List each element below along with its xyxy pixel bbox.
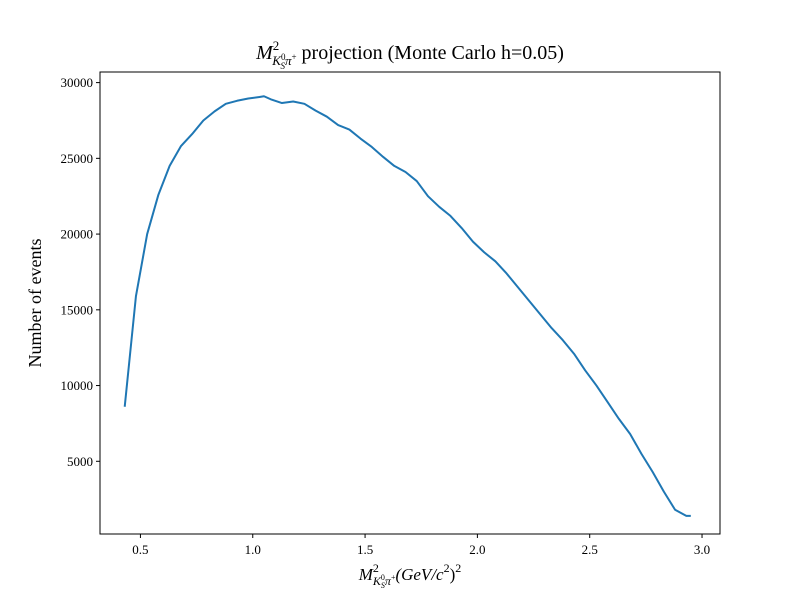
plot-frame	[99, 71, 721, 535]
x-tick-label: 3.0	[694, 542, 710, 557]
title-suffix: projection (Monte Carlo h=0.05)	[297, 42, 564, 64]
xlabel-symbol-sub-sup: 0	[381, 573, 385, 582]
y-tick-label: 10000	[61, 378, 94, 393]
xlabel-symbol-sub-tail: π	[385, 574, 392, 588]
x-tick-label: 2.0	[469, 542, 485, 557]
x-tick-label: 1.5	[357, 542, 373, 557]
series-line	[123, 95, 691, 517]
xlabel-symbol-sub: K	[372, 574, 382, 588]
x-axis-label: M2 K0 Sπ+(GeV/c2)2	[358, 561, 462, 590]
xlabel-symbol-sub-sub: S	[381, 581, 385, 590]
title-symbol-sub-tail-sup: +	[291, 52, 296, 62]
xlabel-units-close: )	[450, 565, 456, 584]
y-tick-label: 15000	[61, 302, 94, 317]
y-tick-label: 25000	[61, 151, 94, 166]
xlabel-symbol: M	[358, 565, 374, 584]
title-symbol-sub-tail: π	[285, 53, 292, 68]
y-tick-label: 20000	[61, 227, 94, 242]
title-symbol-sub: K	[271, 53, 282, 68]
xlabel-units-sup: 2	[444, 561, 450, 575]
xlabel-symbol-sup: 2	[373, 561, 379, 575]
x-axis: 0.5 1.0 1.5 2.0 2.5 3.0	[132, 534, 710, 557]
x-tick-label: 1.0	[245, 542, 261, 557]
y-tick-label: 5000	[67, 454, 93, 469]
y-axis: 5000 10000 15000 20000 25000 30000	[61, 75, 100, 469]
title-symbol-sub-sub: S	[280, 61, 285, 71]
title-symbol-sup: 2	[273, 38, 280, 53]
chart-title: M2 K0 Sπ+ projection (Monte Carlo h=0.05)	[255, 38, 564, 71]
y-tick-label: 30000	[61, 75, 94, 90]
x-tick-label: 0.5	[132, 542, 148, 557]
y-axis-label: Number of events	[25, 239, 45, 368]
x-tick-label: 2.5	[582, 542, 598, 557]
xlabel-units-close-sup: 2	[455, 561, 461, 575]
title-symbol: M	[255, 42, 274, 64]
xlabel-symbol-sub-tail-sup: +	[391, 573, 396, 582]
title-symbol-sub-sup: 0	[281, 52, 286, 62]
xlabel-units-open: (GeV/c	[395, 565, 444, 584]
